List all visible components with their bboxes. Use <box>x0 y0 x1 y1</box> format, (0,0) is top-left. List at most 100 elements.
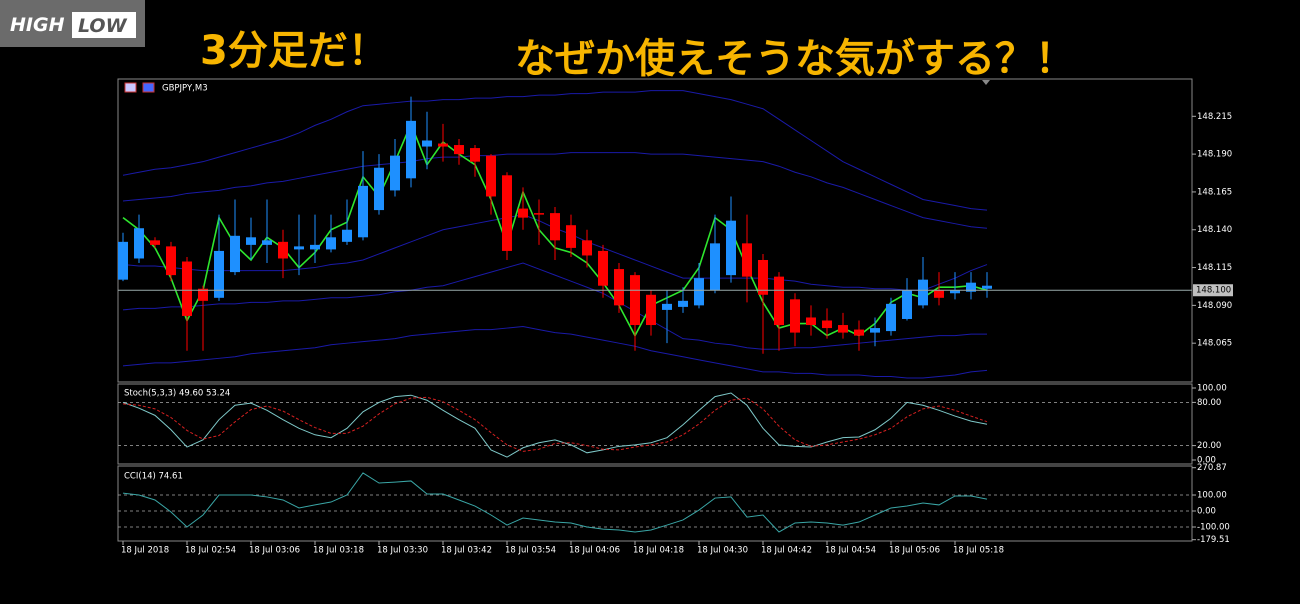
candle-body <box>486 155 496 197</box>
y-tick-label: 148.165 <box>1197 187 1232 197</box>
candle-body <box>406 120 416 179</box>
candle-body <box>902 290 912 319</box>
candle-body <box>214 250 224 298</box>
candle-body <box>374 167 384 211</box>
candle-body <box>854 329 864 336</box>
candle-body <box>118 241 128 280</box>
candle-body <box>134 228 144 259</box>
candle-body <box>918 279 928 306</box>
cci-label: CCI(14) 74.61 <box>124 472 183 482</box>
candle-body <box>614 269 624 306</box>
candle-body <box>870 328 880 333</box>
y-tick-label: 148.065 <box>1197 339 1232 349</box>
candle-body <box>662 303 672 310</box>
candle-body <box>790 299 800 333</box>
x-tick-label: 18 Jul 04:54 <box>825 546 876 556</box>
x-tick-label: 18 Jul 03:18 <box>313 546 364 556</box>
caption-left: 3分足だ！ <box>200 28 388 74</box>
logo-low-box <box>72 12 136 38</box>
x-tick-label: 18 Jul 04:42 <box>761 546 812 556</box>
candle-body <box>262 240 272 245</box>
candle-body <box>806 317 816 326</box>
candle-body <box>358 185 368 238</box>
x-tick-label: 18 Jul 04:06 <box>569 546 620 556</box>
series-line <box>122 90 988 211</box>
x-tick-label: 18 Jul 05:18 <box>953 546 1004 556</box>
candle-body <box>726 220 736 276</box>
candle-body <box>934 290 944 298</box>
candle-body <box>438 143 448 147</box>
candle-body <box>342 229 352 242</box>
series-line <box>122 152 988 229</box>
candle-body <box>886 303 896 332</box>
x-tick-label: 18 Jul 03:54 <box>505 546 556 556</box>
candle-body <box>294 246 304 250</box>
candle-body <box>582 240 592 256</box>
symbol-label: GBPJPY,M3 <box>162 84 208 94</box>
y-tick-label: 148.140 <box>1197 225 1232 235</box>
candle-body <box>630 275 640 326</box>
candle-body <box>198 288 208 301</box>
x-tick-label: 18 Jul 03:42 <box>441 546 492 556</box>
shift-marker <box>982 80 990 85</box>
y-tick-label: 100.00 <box>1197 491 1227 501</box>
series-line <box>122 392 988 458</box>
icon <box>124 82 137 93</box>
candle-body <box>326 237 336 250</box>
stoch-panel <box>117 383 1193 465</box>
x-tick-label: 18 Jul 03:06 <box>249 546 300 556</box>
x-tick-label: 18 Jul 04:18 <box>633 546 684 556</box>
x-tick-label: 18 Jul 05:06 <box>889 546 940 556</box>
y-tick-label: 0.00 <box>1197 456 1216 466</box>
caption-right: なぜか使えそうな気がする？！ <box>515 36 1075 82</box>
candle-body <box>230 235 240 273</box>
y-tick-label: 148.215 <box>1197 112 1232 122</box>
candle-body <box>246 237 256 245</box>
candle-body <box>470 148 480 162</box>
cci-panel <box>117 465 1193 542</box>
x-tick-label: 18 Jul 2018 <box>121 546 169 556</box>
y-tick-label: 20.00 <box>1197 441 1221 451</box>
candle-body <box>982 285 992 289</box>
logo-low: LOW <box>78 15 128 37</box>
candle-body <box>518 208 528 218</box>
candle-body <box>182 261 192 316</box>
y-tick-label: 148.190 <box>1197 150 1232 160</box>
y-tick-label: 148.090 <box>1197 301 1232 311</box>
x-tick-label: 18 Jul 02:54 <box>185 546 236 556</box>
y-tick-label: 100.00 <box>1197 384 1227 394</box>
candle-body <box>566 225 576 248</box>
x-tick-label: 18 Jul 04:30 <box>697 546 748 556</box>
y-tick-label: -100.00 <box>1197 522 1230 532</box>
logo-high: HIGH <box>10 14 65 36</box>
series-line <box>122 396 988 452</box>
y-tick-label: 0.00 <box>1197 507 1216 517</box>
candle-body <box>166 246 176 276</box>
candle-body <box>390 155 400 191</box>
candle-body <box>502 175 512 251</box>
series-line <box>122 472 988 533</box>
candle-body <box>966 282 976 292</box>
candle-body <box>694 278 704 306</box>
candle-body <box>646 294 656 326</box>
candle-body <box>838 325 848 333</box>
candle-body <box>678 300 688 307</box>
price-panel <box>117 78 1193 383</box>
current-price-label: 148.100 <box>1196 286 1231 296</box>
candle-body <box>710 243 720 291</box>
candle-body <box>278 241 288 259</box>
series-line <box>122 262 987 350</box>
y-tick-label: -179.51 <box>1197 535 1230 545</box>
candle-body <box>534 213 544 215</box>
stoch-label: Stoch(5,3,3) 49.60 53.24 <box>124 389 230 399</box>
candle-body <box>150 240 160 245</box>
candle-body <box>774 276 784 326</box>
candle-body <box>598 250 608 286</box>
series-line <box>122 326 988 379</box>
candle-body <box>550 213 560 241</box>
candle-body <box>758 259 768 295</box>
candle-body <box>822 320 832 329</box>
icon <box>142 82 155 93</box>
